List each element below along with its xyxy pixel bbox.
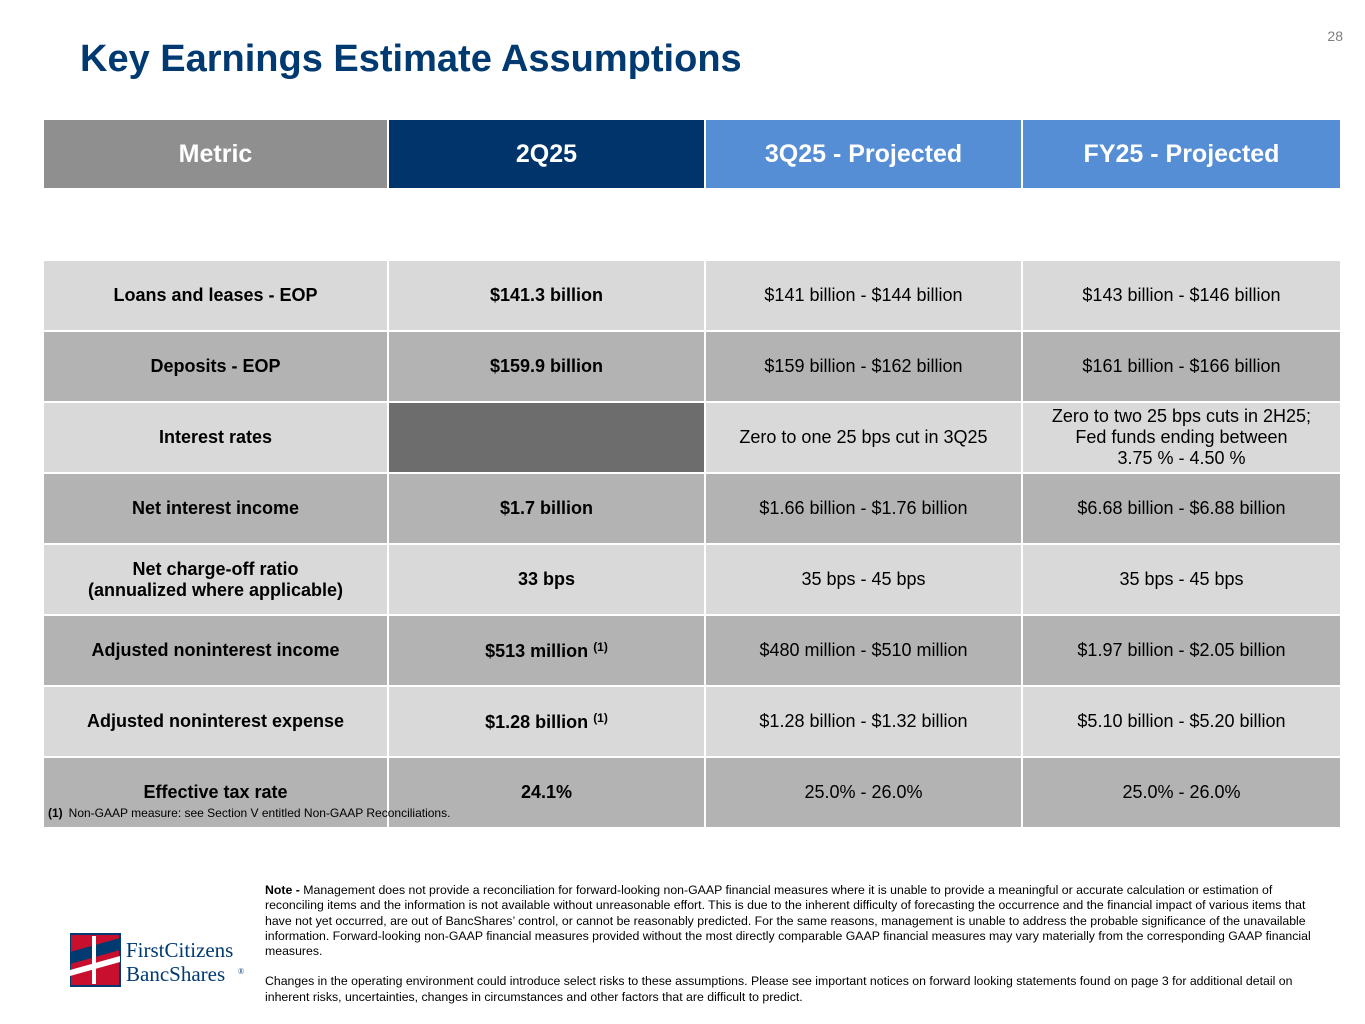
header-3q25-projected: 3Q25 - Projected [704,118,1023,190]
page-title: Key Earnings Estimate Assumptions [80,38,742,80]
note-paragraph: Note - Management does not provide a rec… [265,883,1327,959]
value-3q25: $141 billion - $144 billion [704,259,1023,332]
assumptions-table: Metric 2Q25 3Q25 - Projected FY25 - Proj… [42,118,1342,829]
value-fy25-line: 3.75 % - 4.50 % [1117,448,1246,468]
value-fy25: $1.97 billion - $2.05 billion [1021,614,1342,687]
table-row: Interest rates Zero to one 25 bps cut in… [42,401,1342,474]
table-row: Loans and leases - EOP $141.3 billion $1… [42,259,1342,332]
footnote-marker: (1) [593,710,608,725]
value-2q25: $513 million (1) [387,614,706,687]
table-row: Deposits - EOP $159.9 billion $159 billi… [42,330,1342,403]
logo-registered: ® [238,967,244,976]
metric-label: Loans and leases - EOP [42,259,389,332]
table-row: Effective tax rate 24.1% 25.0% - 26.0% 2… [42,756,1342,829]
metric-label: Effective tax rate [42,756,389,829]
note-label: Note - [265,883,300,897]
metric-label: Deposits - EOP [42,330,389,403]
value-2q25-text: $513 million [485,640,589,661]
value-fy25-line: Fed funds ending between [1075,427,1288,447]
header-2q25: 2Q25 [387,118,706,190]
value-2q25-text: $1.28 billion [485,711,589,732]
logo-line1: FirstCitizens [126,938,233,962]
page-number: 28 [1327,28,1343,44]
header-metric: Metric [42,118,389,190]
value-3q25: Zero to one 25 bps cut in 3Q25 [704,401,1023,474]
metric-label-line: (annualized where applicable) [87,579,344,600]
value-3q25: 35 bps - 45 bps [704,543,1023,616]
footnote-marker: (1) [48,806,63,820]
value-2q25: $1.28 billion (1) [387,685,706,758]
metric-label: Adjusted noninterest expense [42,685,389,758]
value-fy25: $161 billion - $166 billion [1021,330,1342,403]
footnote-marker: (1) [593,639,608,654]
value-fy25: $143 billion - $146 billion [1021,259,1342,332]
metric-label: Net interest income [42,472,389,545]
header-fy25-projected: FY25 - Projected [1021,118,1342,190]
table-row: Net charge-off ratio (annualized where a… [42,543,1342,616]
value-2q25-empty [387,401,706,474]
value-3q25: $480 million - $510 million [704,614,1023,687]
value-2q25: $159.9 billion [387,330,706,403]
value-fy25: Zero to two 25 bps cuts in 2H25; Fed fun… [1021,401,1342,474]
value-2q25: 24.1% [387,756,706,829]
value-fy25-line: Zero to two 25 bps cuts in 2H25; [1051,406,1312,426]
metric-label: Interest rates [42,401,389,474]
metric-label: Adjusted noninterest income [42,614,389,687]
footnote: (1) Non-GAAP measure: see Section V entit… [48,806,450,820]
value-fy25: 25.0% - 26.0% [1021,756,1342,829]
value-3q25: $1.66 billion - $1.76 billion [704,472,1023,545]
footnote-text: Non-GAAP measure: see Section V entitled… [68,806,451,820]
disclaimer-note: Note - Management does not provide a rec… [265,883,1327,1005]
note-paragraph-2: Changes in the operating environment cou… [265,974,1293,1004]
value-2q25: $141.3 billion [387,259,706,332]
metric-label-line: Net charge-off ratio [132,558,299,579]
flag-logo-icon: FirstCitizens BancShares ® [69,933,244,987]
value-2q25: 33 bps [387,543,706,616]
value-3q25: $1.28 billion - $1.32 billion [704,685,1023,758]
logo-line2: BancShares [126,962,225,986]
table-row: Adjusted noninterest expense $1.28 billi… [42,685,1342,758]
metric-label: Net charge-off ratio (annualized where a… [42,543,389,616]
value-3q25: 25.0% - 26.0% [704,756,1023,829]
value-2q25: $1.7 billion [387,472,706,545]
table-header-row: Metric 2Q25 3Q25 - Projected FY25 - Proj… [42,118,1342,190]
table-row: Net interest income $1.7 billion $1.66 b… [42,472,1342,545]
table-row: Adjusted noninterest income $513 million… [42,614,1342,687]
value-fy25: $5.10 billion - $5.20 billion [1021,685,1342,758]
value-3q25: $159 billion - $162 billion [704,330,1023,403]
value-fy25: 35 bps - 45 bps [1021,543,1342,616]
note-text: Management does not provide a reconcilia… [265,883,1311,959]
value-fy25: $6.68 billion - $6.88 billion [1021,472,1342,545]
company-logo: FirstCitizens BancShares ® [69,930,250,990]
